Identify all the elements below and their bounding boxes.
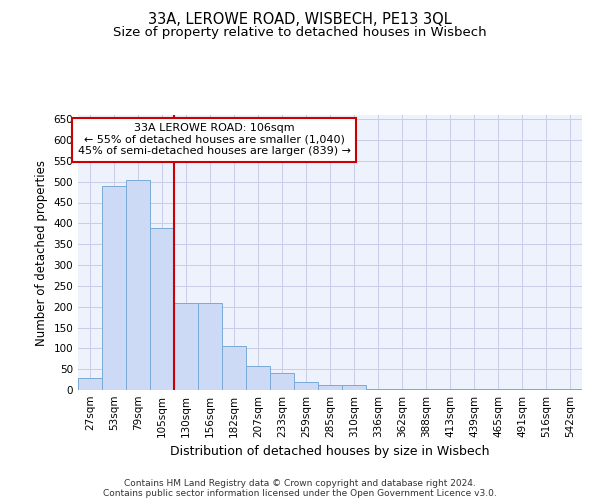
Bar xyxy=(246,366,270,390)
Bar xyxy=(534,389,558,390)
Bar xyxy=(438,389,462,390)
Bar xyxy=(414,389,438,390)
Bar xyxy=(198,304,222,390)
Text: Contains HM Land Registry data © Crown copyright and database right 2024.: Contains HM Land Registry data © Crown c… xyxy=(124,478,476,488)
Text: Size of property relative to detached houses in Wisbech: Size of property relative to detached ho… xyxy=(113,26,487,39)
Bar xyxy=(366,389,390,390)
Text: 33A, LEROWE ROAD, WISBECH, PE13 3QL: 33A, LEROWE ROAD, WISBECH, PE13 3QL xyxy=(148,12,452,28)
Bar xyxy=(150,228,174,390)
Bar xyxy=(318,385,342,390)
Bar xyxy=(390,389,414,390)
Bar xyxy=(174,304,198,390)
Bar xyxy=(102,186,126,390)
Bar xyxy=(342,386,366,390)
Text: 33A LEROWE ROAD: 106sqm
← 55% of detached houses are smaller (1,040)
45% of semi: 33A LEROWE ROAD: 106sqm ← 55% of detache… xyxy=(77,123,350,156)
Bar xyxy=(78,378,102,390)
Text: Contains public sector information licensed under the Open Government Licence v3: Contains public sector information licen… xyxy=(103,488,497,498)
Bar xyxy=(558,389,582,390)
Bar xyxy=(510,389,534,390)
Bar xyxy=(222,346,246,390)
Bar xyxy=(462,389,486,390)
Bar xyxy=(294,382,318,390)
Bar xyxy=(126,180,150,390)
Bar xyxy=(270,374,294,390)
Y-axis label: Number of detached properties: Number of detached properties xyxy=(35,160,48,346)
X-axis label: Distribution of detached houses by size in Wisbech: Distribution of detached houses by size … xyxy=(170,446,490,458)
Bar xyxy=(486,389,510,390)
